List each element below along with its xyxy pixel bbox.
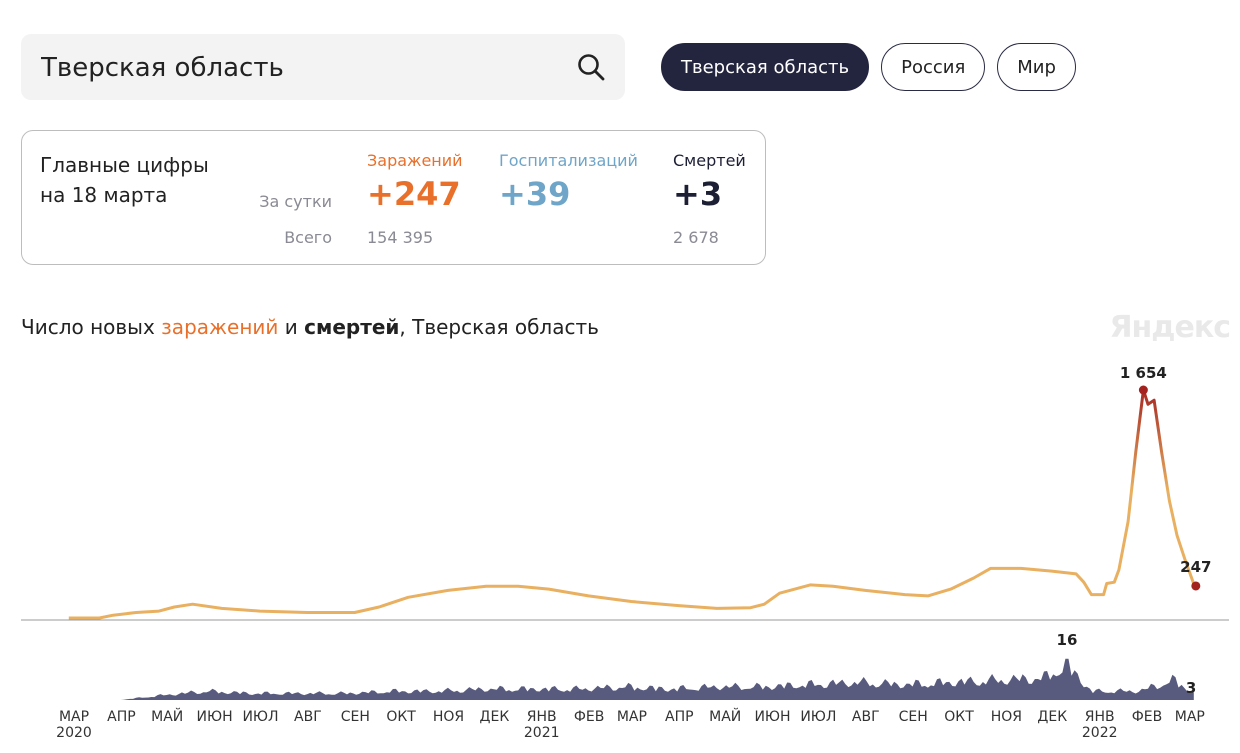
infections-last-point[interactable] [1191,581,1201,591]
deaths-total-value: 2 678 [673,228,719,247]
hospitalizations-day-value: +39 [499,175,571,213]
x-tick-year: 2021 [524,725,560,741]
x-tick-label: СЕН [341,709,370,725]
yandex-logo: Яндекс [1109,310,1231,345]
x-tick-label: ОКТ [386,709,416,725]
x-tick-label: АПР [665,709,694,725]
region-button-russia[interactable]: Россия [881,43,986,91]
x-tick-label: ИЮЛ [800,709,836,725]
infections-last-label: 247 [1180,558,1211,576]
x-tick-label: АВГ [852,709,880,725]
chart-title-suffix: , Тверская область [399,315,599,339]
infections-label: Заражений [367,151,463,170]
main-figures-title: Главные цифры [40,153,209,177]
main-figures-card: Главные цифры на 18 марта За сутки Всего… [21,130,766,265]
x-tick-year: 2020 [56,725,92,741]
x-tick-label: ОКТ [944,709,974,725]
x-tick-label: АВГ [294,709,322,725]
search-box[interactable] [21,34,625,102]
x-tick-label: ДЕК [480,709,510,725]
x-tick-label: ДЕК [1037,709,1067,725]
search-icon[interactable] [576,52,606,82]
deaths-day-value: +3 [673,175,723,213]
x-tick-label: МАР [617,709,647,725]
infections-line [68,388,1196,620]
x-tick-label: МАР [59,709,89,725]
x-tick-label: НОЯ [991,709,1022,725]
region-button-tver[interactable]: Тверская область [661,43,870,91]
x-tick-label: СЕН [899,709,928,725]
chart-title-prefix: Число новых [21,315,162,339]
x-tick-label: ИЮН [754,709,790,725]
infections-total-value: 154 395 [367,228,434,247]
region-button-world[interactable]: Мир [997,43,1076,91]
x-tick-label: ЯНВ [527,709,557,725]
deaths-max-label: 16 [1057,631,1078,649]
deaths-label: Смертей [673,151,746,170]
chart-title-deaths: смертей [304,315,400,339]
deaths-last-label: 3 [1186,679,1196,697]
x-tick-label: МАЙ [709,707,741,725]
x-tick-label: АПР [107,709,136,725]
x-tick-label: ЯНВ [1085,709,1115,725]
row-label-day: За сутки [259,192,332,211]
deaths-area [68,658,1194,700]
x-tick-label: ИЮН [197,709,233,725]
x-tick-label: НОЯ [433,709,464,725]
chart-title-mid: и [278,315,305,339]
hospitalizations-label: Госпитализаций [499,151,638,170]
search-input[interactable] [39,34,573,102]
x-tick-label: ФЕВ [574,709,605,725]
x-tick-label: ФЕВ [1132,709,1163,725]
infections-day-value: +247 [367,175,461,213]
row-label-total: Всего [284,228,332,247]
chart-title: Число новых заражений и смертей, Тверска… [21,315,599,339]
x-tick-label: МАЙ [151,707,183,725]
x-tick-label: ИЮЛ [242,709,278,725]
infections-max-label: 1 654 [1120,364,1167,382]
chart-title-infections: заражений [161,315,279,339]
infections-max-point[interactable] [1138,385,1148,395]
main-figures-date: на 18 марта [40,183,168,207]
x-tick-year: 2022 [1082,725,1118,741]
x-tick-label: МАР [1175,709,1205,725]
region-switcher: Тверская область Россия Мир [661,43,1076,91]
